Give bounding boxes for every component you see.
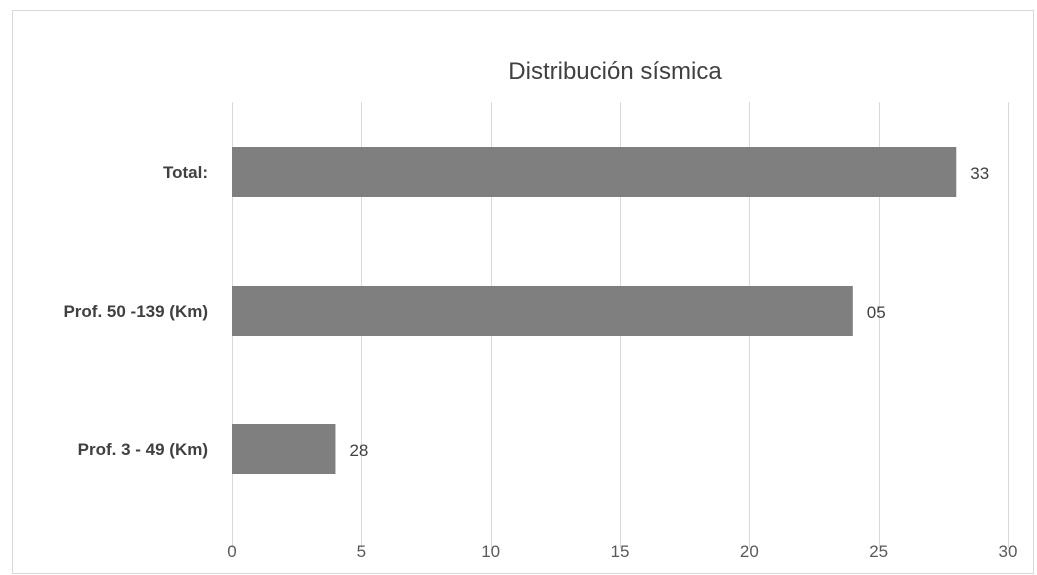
- x-tick-label: 25: [869, 542, 888, 561]
- data-label: 28: [349, 441, 368, 460]
- x-tick-label: 15: [611, 542, 630, 561]
- bar: [232, 424, 336, 474]
- bars: [232, 147, 957, 474]
- category-label: Prof. 3 - 49 (Km): [78, 440, 208, 459]
- x-tick-label: 0: [227, 542, 236, 561]
- x-tick-label: 5: [357, 542, 366, 561]
- chart-title: Distribución sísmica: [508, 58, 722, 85]
- data-label: 33: [970, 164, 989, 183]
- x-tick-label: 10: [481, 542, 500, 561]
- bar: [232, 147, 957, 197]
- x-tick-label: 30: [999, 542, 1018, 561]
- data-label: 05: [867, 303, 886, 322]
- category-label: Prof. 50 -139 (Km): [63, 302, 208, 321]
- bar: [232, 286, 853, 336]
- category-label: Total:: [163, 163, 208, 182]
- x-tick-label: 20: [740, 542, 759, 561]
